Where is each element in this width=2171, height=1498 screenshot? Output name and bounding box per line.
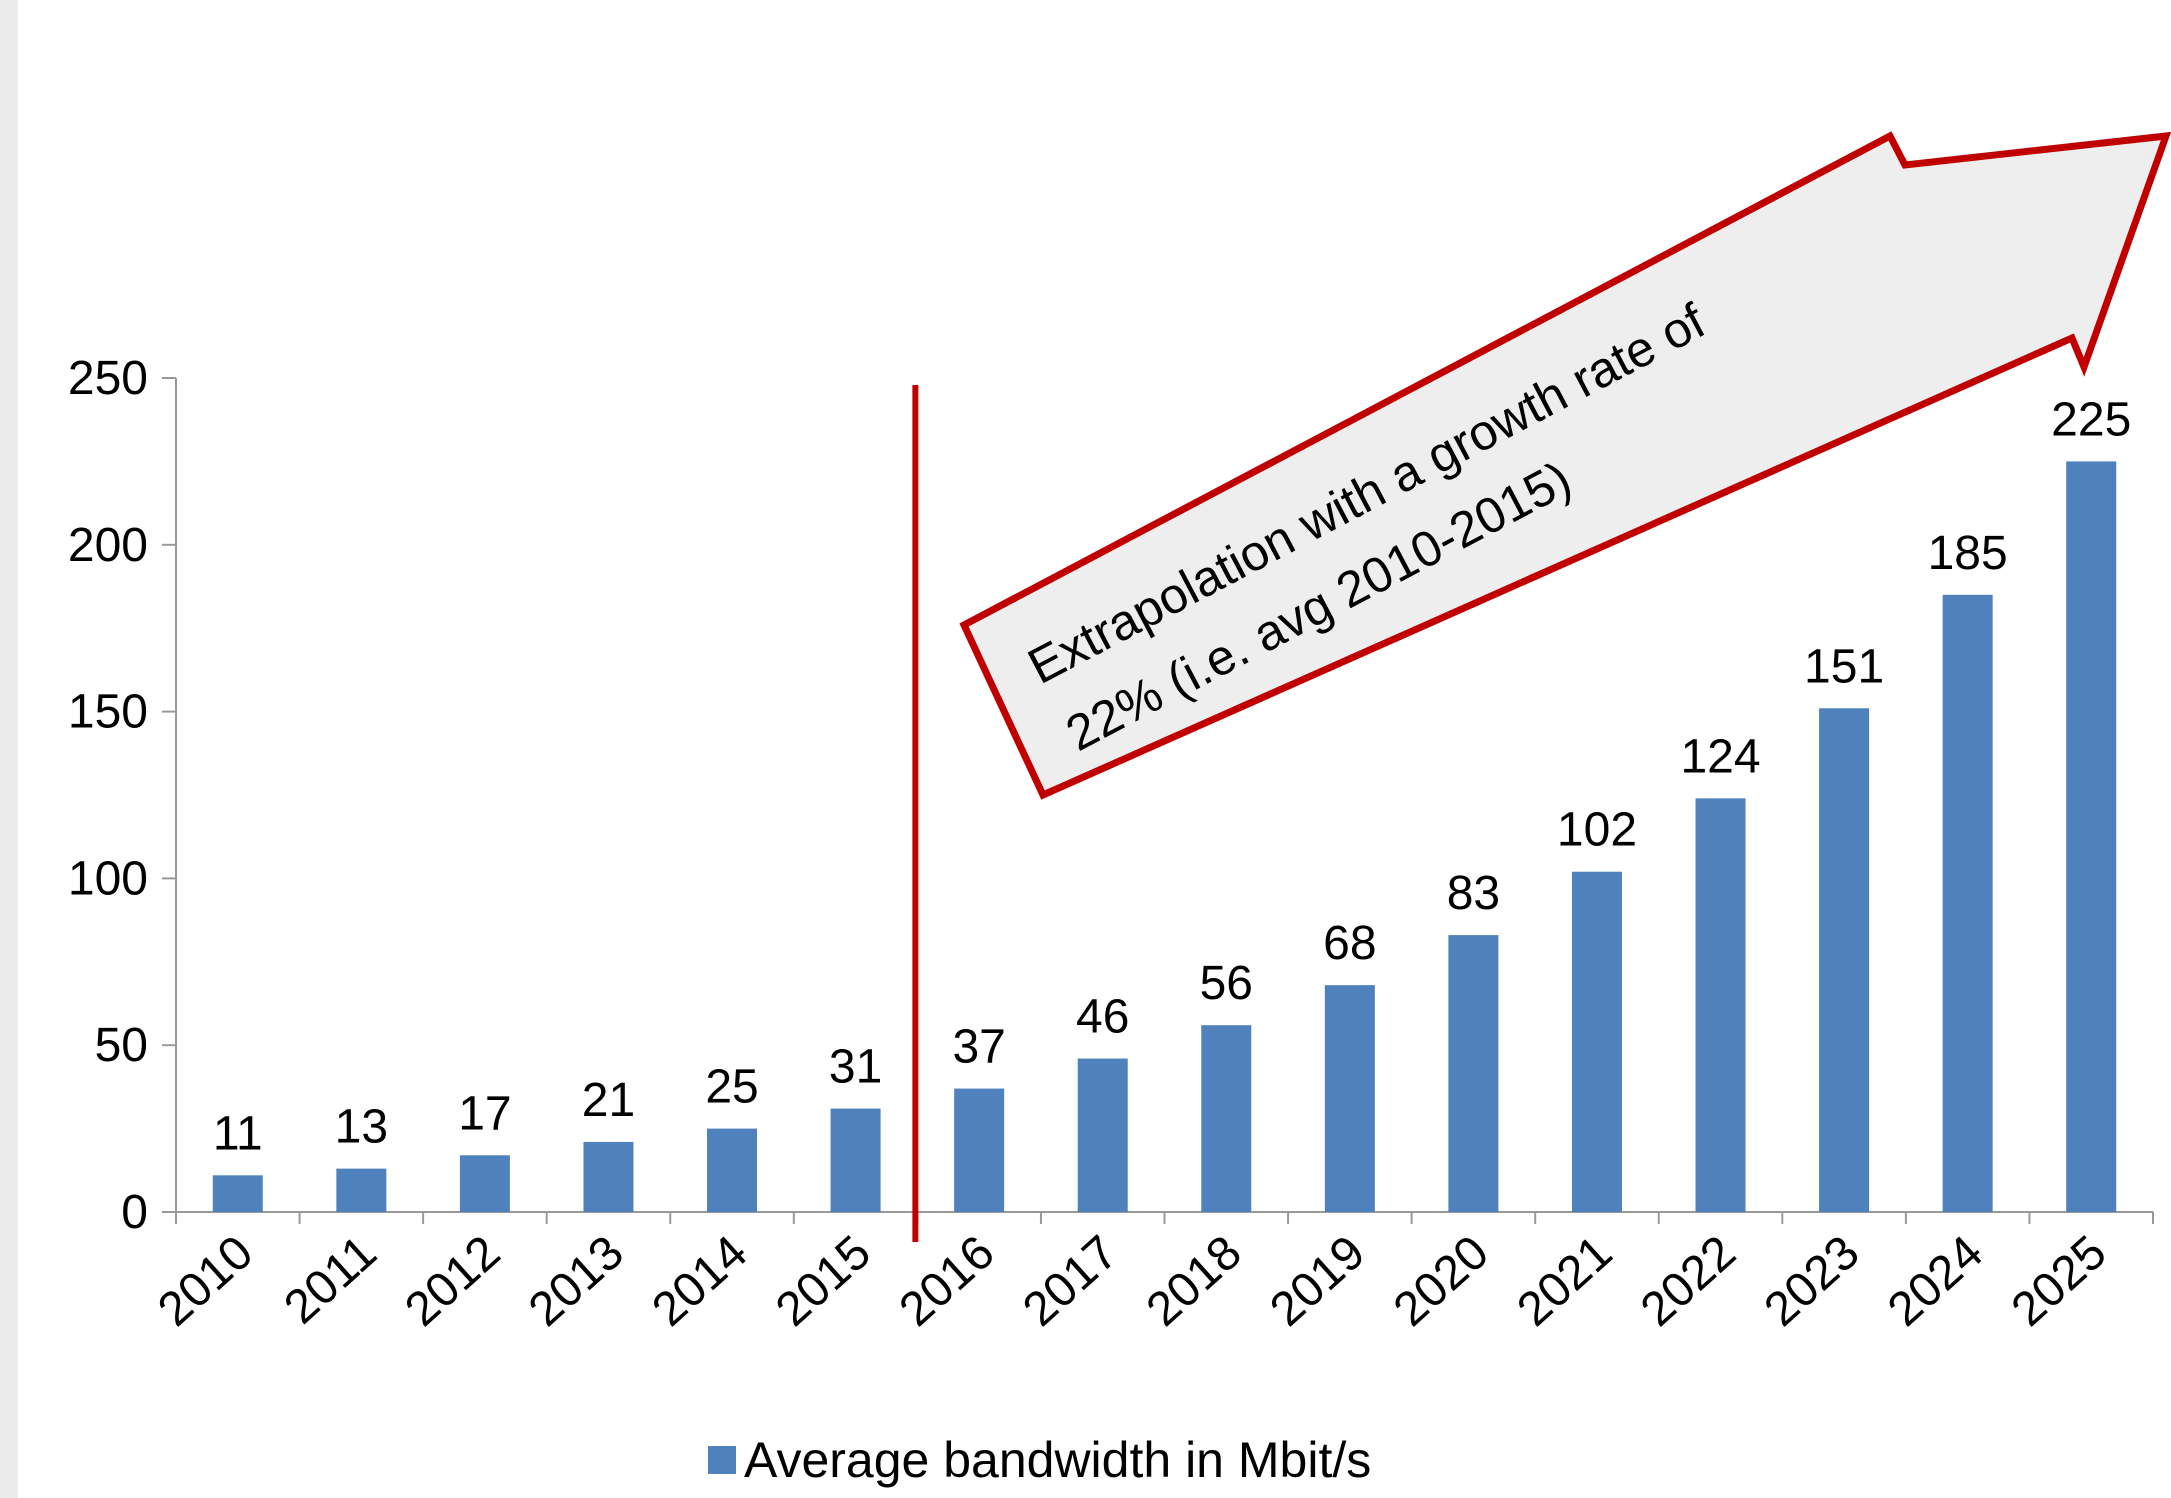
data-label-2018: 56 [1200,957,1253,1010]
y-tick-label: 250 [68,352,148,405]
data-label-2023: 151 [1804,640,1884,693]
data-label-2012: 17 [458,1087,511,1140]
data-label-2013: 21 [582,1074,635,1127]
data-label-2010: 11 [213,1107,263,1160]
bar-2019 [1324,985,1375,1212]
x-tick-label-2016: 2016 [890,1226,1005,1337]
y-axis: 0 50 100 150 200 250 [68,352,177,1239]
bar-2023 [1819,708,1870,1212]
chart-stage: Extrapolation with a growth rate of 22% … [18,0,2171,1498]
data-label-2019: 68 [1323,917,1376,970]
data-label-2020: 83 [1447,867,1500,920]
x-tick-label-2018: 2018 [1137,1226,1252,1337]
bar-2013 [583,1141,634,1212]
data-labels: 11 13 17 21 25 31 37 46 56 68 83 102 124 151 185 225 [213,393,2131,1160]
bar-chart: Extrapolation with a growth rate of 22% … [68,131,2171,1488]
y-tick-label: 150 [68,686,148,739]
data-label-2025: 225 [2051,393,2131,446]
x-tick-label-2025: 2025 [2002,1226,2117,1337]
data-label-2022: 124 [1680,730,1760,783]
data-label-2015: 31 [829,1041,882,1094]
data-label-2021: 102 [1557,804,1637,857]
bar-2022 [1695,798,1746,1212]
bar-2016 [954,1088,1005,1212]
data-label-2017: 46 [1076,991,1129,1044]
extrapolation-arrow-shape [959,131,2171,800]
x-tick-label-2022: 2022 [1631,1226,1746,1337]
data-label-2011: 13 [335,1101,388,1154]
x-tick-label-2013: 2013 [519,1226,634,1337]
x-tick-label-2015: 2015 [766,1226,881,1337]
x-axis: 2010 2011 2012 2013 2014 2015 2016 2017 2018 2019… [148,1211,2154,1337]
legend: Average bandwidth in Mbit/s [708,1432,1371,1488]
y-tick-label: 100 [68,852,148,905]
x-tick-label-2024: 2024 [1878,1226,1993,1337]
y-tick-label: 50 [95,1019,148,1072]
y-tick-label: 200 [68,519,148,572]
bar-2014 [707,1128,758,1212]
x-tick-label-2010: 2010 [148,1226,263,1337]
x-tick-label-2011: 2011 [275,1226,387,1334]
x-tick-label-2020: 2020 [1384,1226,1499,1337]
legend-label: Average bandwidth in Mbit/s [744,1432,1371,1488]
bar-2010 [212,1175,263,1212]
x-tick-label-2019: 2019 [1260,1226,1375,1337]
bar-2017 [1077,1058,1128,1212]
bar-2012 [459,1155,510,1212]
data-label-2016: 37 [952,1021,1005,1074]
x-tick-label-2012: 2012 [395,1226,510,1337]
data-label-2024: 185 [1928,527,2008,580]
bar-2015 [830,1108,881,1212]
bar-2024 [1942,594,1993,1212]
bars [212,461,2117,1212]
bar-2011 [336,1168,387,1212]
legend-swatch [708,1446,736,1474]
bar-2025 [2066,461,2117,1212]
x-tick-label-2017: 2017 [1013,1226,1128,1337]
bar-2020 [1448,935,1499,1212]
x-tick-label-2014: 2014 [643,1226,758,1337]
data-label-2014: 25 [705,1061,758,1114]
y-tick-label: 0 [121,1186,148,1239]
x-tick-label-2021: 2021 [1508,1226,1623,1337]
bar-2021 [1571,871,1622,1212]
x-tick-label-2023: 2023 [1755,1226,1870,1337]
bar-2018 [1201,1025,1252,1212]
